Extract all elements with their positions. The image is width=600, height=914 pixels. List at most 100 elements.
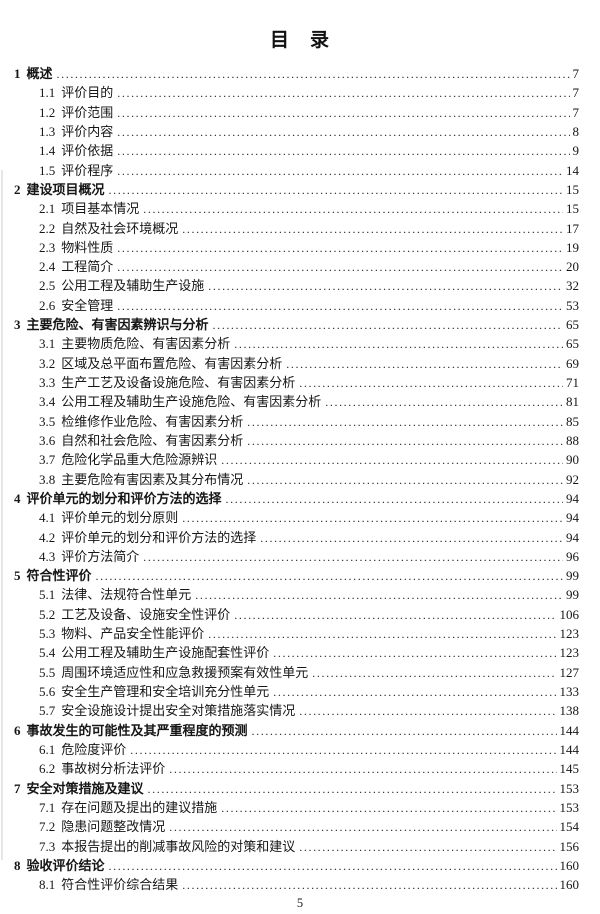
toc-entry-page: 85 — [566, 413, 579, 429]
toc-entry-number: 2.2 — [39, 220, 56, 236]
toc-leader-dots — [247, 431, 563, 450]
toc-entry: 2.1 项目基本情况 15 — [14, 199, 579, 218]
toc-entry-number: 3 — [14, 317, 21, 333]
toc-leader-dots — [221, 798, 556, 817]
toc-entry-page: 153 — [559, 799, 580, 815]
toc-leader-dots — [117, 83, 569, 102]
toc-entry-page: 65 — [566, 336, 579, 352]
toc-entry-title: 主要危险有害因素及其分布情况 — [61, 471, 244, 487]
toc-entry-number: 5.5 — [39, 664, 56, 680]
toc-entry-number: 5.6 — [39, 684, 56, 699]
toc-leader-dots — [169, 759, 556, 778]
toc-entry-title: 公用工程及辅助生产设施配套性评价 — [61, 645, 270, 661]
toc-leader-dots — [247, 412, 563, 431]
toc-leader-dots — [286, 354, 563, 373]
toc-leader-dots — [169, 817, 556, 836]
toc-entry: 4.1 评价单元的划分原则 94 — [14, 508, 579, 527]
toc-entry-number: 2.6 — [39, 297, 56, 313]
toc-entry-title: 事故树分析法评价 — [61, 761, 166, 777]
toc-entry-page: 138 — [559, 703, 580, 719]
toc-leader-dots — [234, 605, 556, 624]
toc-entry-number: 3.8 — [39, 471, 56, 487]
toc-entry-page: 94 — [566, 510, 579, 526]
toc-entry: 1.1 评价目的 7 — [14, 83, 579, 102]
toc-entry-number: 6 — [14, 722, 21, 738]
toc-leader-dots — [96, 566, 563, 585]
toc-entry-title: 安全对策措施及建议 — [26, 780, 144, 796]
toc-leader-dots — [234, 334, 563, 353]
toc-entry-number: 2.4 — [39, 259, 56, 275]
toc-entry-number: 3.7 — [39, 452, 56, 468]
toc-leader-dots — [130, 740, 556, 759]
toc-entry-title: 法律、法规符合性单元 — [61, 587, 192, 603]
toc-entry-number: 3.4 — [39, 394, 56, 410]
toc-entry-number: 7.1 — [39, 799, 56, 815]
toc-entry-number: 6.2 — [39, 761, 56, 777]
toc-entry: 5 符合性评价 99 — [14, 566, 579, 585]
toc-entry-title: 存在问题及提出的建议措施 — [61, 799, 218, 815]
toc-entry-title: 主要危险、有害因素辨识与分析 — [26, 317, 209, 333]
toc-entry-page: 153 — [559, 780, 580, 796]
toc-entry: 3.2 区域及总平面布置危险、有害因素分析 69 — [14, 354, 579, 373]
toc-entry-title: 验收评价结论 — [26, 857, 105, 873]
toc-entry: 1.3 评价内容 8 — [14, 122, 579, 141]
toc-entry-page: 144 — [559, 722, 580, 738]
toc-entry-title: 生产工艺及设备设施危险、有害因素分析 — [61, 375, 296, 390]
toc-entry-number: 2 — [14, 181, 21, 197]
toc-entry-page: 160 — [559, 877, 580, 893]
toc-entry-page: 154 — [559, 819, 580, 835]
toc-entry-page: 15 — [566, 201, 579, 217]
toc-entry-title: 检维修作业危险、有害因素分析 — [61, 413, 244, 429]
toc-entry-page: 156 — [559, 838, 580, 854]
toc-entry: 7 安全对策措施及建议 153 — [14, 779, 579, 798]
toc-entry-page: 94 — [566, 529, 579, 545]
toc-entry-title: 物料性质 — [61, 239, 114, 255]
toc-entry-page: 71 — [566, 375, 579, 390]
toc-entry: 1.4 评价依据 9 — [14, 141, 579, 160]
toc-entry-title: 项目基本情况 — [61, 201, 140, 217]
toc-entry-number: 4 — [14, 490, 21, 506]
toc-entry-title: 安全生产管理和安全培训充分性单元 — [61, 684, 270, 699]
toc-entry-number: 2.5 — [39, 278, 56, 294]
toc-entry: 1.2 评价范围 7 — [14, 103, 579, 122]
toc-entry-page: 94 — [566, 490, 579, 506]
toc-entry-page: 15 — [566, 181, 579, 197]
toc-entry: 2.2 自然及社会环境概况 17 — [14, 219, 579, 238]
toc-entry-title: 评价单元的划分和评价方法的选择 — [26, 490, 222, 506]
toc-entry-number: 6.1 — [39, 741, 56, 757]
toc-entry: 5.1 法律、法规符合性单元 99 — [14, 585, 579, 604]
toc-leader-dots — [299, 373, 563, 392]
toc-leader-dots — [195, 585, 563, 604]
toc-entry: 7.1 存在问题及提出的建议措施 153 — [14, 798, 579, 817]
toc-entry-number: 1.4 — [39, 143, 56, 159]
toc-leader-dots — [143, 199, 563, 218]
toc-entry-page: 53 — [566, 297, 579, 313]
toc-entry-page: 8 — [572, 123, 580, 139]
toc-entry-number: 4.1 — [39, 510, 56, 526]
toc-entry-page: 90 — [566, 452, 579, 468]
toc-leader-dots — [247, 470, 563, 489]
toc-leader-dots — [221, 450, 563, 469]
toc-entry-page: 65 — [566, 317, 579, 333]
toc-entry: 2 建设项目概况 15 — [14, 180, 579, 199]
toc-entry: 3.4 公用工程及辅助生产设施危险、有害因素分析 81 — [14, 392, 579, 411]
toc-leader-dots — [117, 257, 563, 276]
toc-entry: 1.5 评价程序 14 — [14, 161, 579, 180]
toc-leader-dots — [117, 296, 563, 315]
toc-entry-title: 周围环境适应性和应急救援预案有效性单元 — [61, 664, 309, 680]
toc-entry-number: 1.1 — [39, 85, 56, 101]
toc-entry-title: 评价方法简介 — [61, 548, 140, 564]
toc-entry-number: 3.1 — [39, 336, 56, 352]
toc-entry-number: 8 — [14, 857, 21, 873]
toc-entry-title: 自然和社会危险、有害因素分析 — [61, 432, 244, 448]
toc-entry: 5.2 工艺及设备、设施安全性评价 106 — [14, 605, 579, 624]
toc-entry-page: 133 — [559, 684, 580, 699]
toc-leader-dots — [57, 64, 570, 83]
toc-entry-page: 69 — [566, 355, 579, 371]
toc-entry: 8.1 符合性评价综合结果 160 — [14, 875, 579, 894]
toc-entry: 6.1 危险度评价 144 — [14, 740, 579, 759]
toc-leader-dots — [226, 489, 563, 508]
toc-entry: 7.3 本报告提出的削减事故风险的对策和建议 156 — [14, 837, 579, 856]
toc-entry-title: 评价单元的划分和评价方法的选择 — [61, 529, 257, 545]
